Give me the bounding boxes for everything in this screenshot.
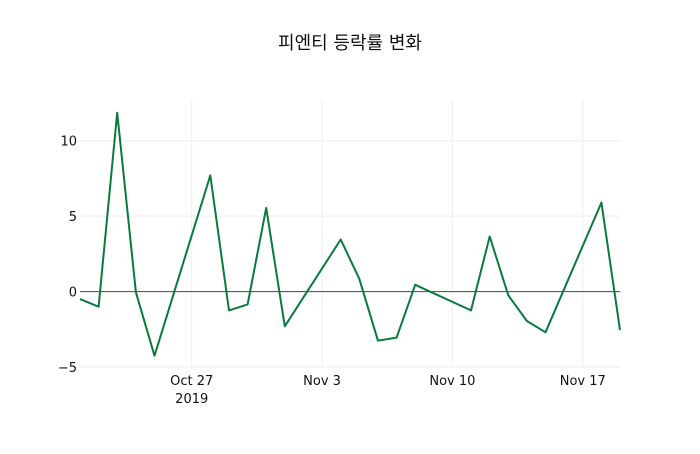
x-tick-label: Nov 3: [303, 374, 341, 389]
x-tick-label: Oct 27: [170, 374, 213, 389]
series-line: [79, 111, 621, 357]
y-tick-label: 10: [60, 135, 77, 150]
y-tick-label: 0: [69, 286, 77, 301]
x-tick-label: Nov 10: [429, 374, 475, 389]
y-tick-label: −5: [58, 361, 77, 376]
x-tick-label: Nov 17: [560, 374, 606, 389]
y-tick-label: 5: [69, 210, 77, 225]
chart-title: 피엔티 등락률 변화: [278, 33, 422, 54]
x-tick-year-label: 2019: [175, 392, 208, 407]
